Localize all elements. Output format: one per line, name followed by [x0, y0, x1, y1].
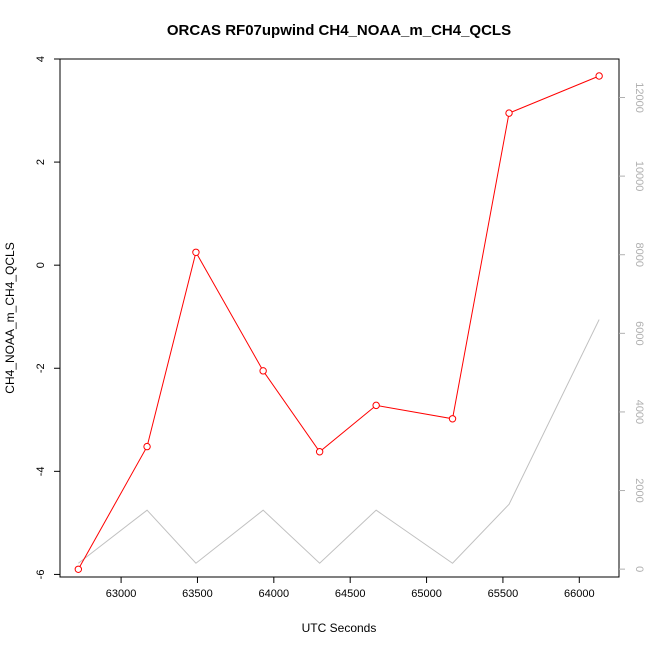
data-point — [259, 367, 267, 375]
data-point — [372, 401, 380, 410]
x-tick-label: 63000 — [106, 588, 137, 600]
y-right-tick-label: 4000 — [633, 400, 645, 424]
y-right-tick-label: 6000 — [633, 321, 645, 345]
y-axis-right: 0 2000 4000 6000 8000 10000 12000 — [619, 82, 645, 572]
data-point — [192, 248, 200, 256]
y-right-tick-label: 0 — [633, 566, 645, 572]
y-right-tick-label: 8000 — [633, 242, 645, 266]
y-tick-label: -6 — [35, 570, 47, 580]
x-tick-label: 65500 — [488, 588, 519, 600]
plot-frame — [59, 58, 620, 578]
x-tick-label: 66000 — [564, 588, 595, 600]
data-point — [315, 448, 324, 456]
x-axis-label: UTC Seconds — [302, 621, 377, 635]
data-point — [505, 109, 513, 117]
x-axis: 63000 63500 64000 64500 65000 65500 66000 — [106, 577, 595, 600]
series-layer — [74, 72, 603, 573]
y-tick-label: 0 — [35, 262, 47, 268]
y-right-tick-label: 12000 — [633, 82, 645, 113]
chart-title: ORCAS RF07upwind CH4_NOAA_m_CH4_QCLS — [167, 22, 511, 39]
y-tick-label: -2 — [35, 363, 47, 373]
x-tick-label: 64500 — [335, 588, 366, 600]
y-axis-left: -6 -4 -2 0 2 4 — [35, 56, 60, 579]
y-tick-label: 4 — [35, 56, 47, 62]
x-tick-label: 65000 — [411, 588, 442, 600]
series-line-right — [78, 319, 600, 564]
data-point — [143, 442, 151, 451]
data-point — [448, 415, 457, 423]
y-right-tick-label: 10000 — [633, 161, 645, 192]
y-tick-label: 2 — [35, 159, 47, 165]
data-point — [74, 565, 83, 573]
x-tick-label: 64000 — [259, 588, 290, 600]
y-axis-label: CH4_NOAA_m_CH4_QCLS — [3, 242, 17, 393]
y-right-tick-label: 2000 — [633, 478, 645, 502]
y-tick-label: -4 — [35, 466, 47, 476]
data-point — [595, 72, 603, 80]
x-tick-label: 63500 — [182, 588, 213, 600]
series-line — [77, 75, 600, 570]
